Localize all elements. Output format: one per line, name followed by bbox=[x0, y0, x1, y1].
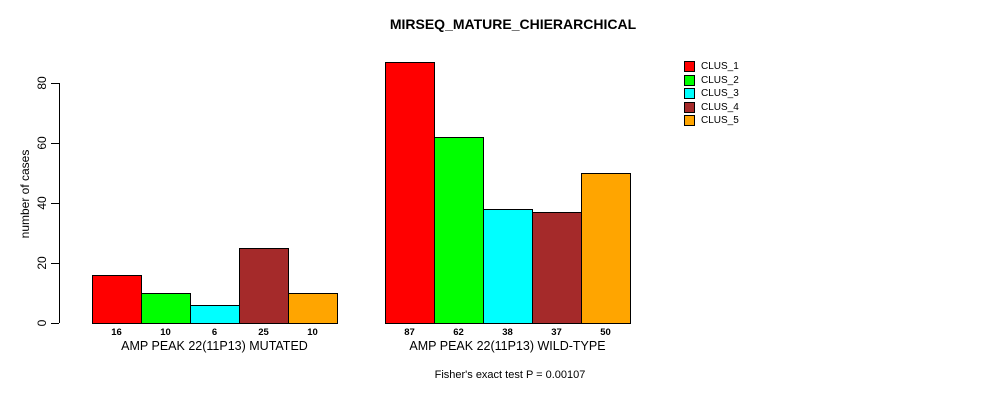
y-axis-tick-label: 60 bbox=[35, 136, 49, 150]
legend-item: CLUS_1 bbox=[684, 61, 739, 72]
y-axis-tick bbox=[51, 323, 59, 324]
y-axis-tick-label: 0 bbox=[35, 319, 49, 327]
legend-swatch-clus_5 bbox=[684, 115, 695, 126]
legend-swatch-clus_2 bbox=[684, 74, 695, 86]
group-label: AMP PEAK 22(11P13) WILD-TYPE bbox=[409, 339, 606, 353]
bar-clus_5-group2 bbox=[581, 173, 631, 324]
bar-value-label: 25 bbox=[258, 327, 269, 338]
bar-clus_3-group1 bbox=[190, 305, 240, 324]
bar-clus_1-group2 bbox=[385, 62, 435, 324]
y-axis-tick-label: 40 bbox=[35, 196, 49, 210]
bar-value-label: 10 bbox=[307, 327, 318, 338]
legend-label: CLUS_5 bbox=[701, 115, 739, 126]
bar-value-label: 10 bbox=[160, 327, 171, 338]
legend-label: CLUS_4 bbox=[701, 101, 739, 113]
y-axis-tick bbox=[51, 203, 59, 204]
bar-clus_2-group1 bbox=[141, 293, 191, 324]
legend-swatch-clus_1 bbox=[684, 61, 695, 72]
legend-item: CLUS_2 bbox=[684, 74, 739, 86]
bar-clus_3-group2 bbox=[483, 209, 533, 324]
y-axis-tick bbox=[51, 83, 59, 84]
legend-label: CLUS_1 bbox=[701, 61, 739, 72]
group-label: AMP PEAK 22(11P13) MUTATED bbox=[121, 339, 308, 353]
bar-value-label: 50 bbox=[600, 327, 611, 338]
y-axis-tick-label: 20 bbox=[35, 256, 49, 270]
y-axis-tick bbox=[51, 143, 59, 144]
y-axis-tick-label: 80 bbox=[35, 76, 49, 90]
legend-swatch-clus_4 bbox=[684, 101, 695, 113]
bar-value-label: 87 bbox=[404, 327, 415, 338]
bar-clus_5-group1 bbox=[288, 293, 338, 324]
bar-clus_1-group1 bbox=[92, 275, 142, 324]
bar-value-label: 6 bbox=[211, 327, 218, 338]
chart-title: MIRSEQ_MATURE_CHIERARCHICAL bbox=[389, 16, 637, 32]
y-axis-line bbox=[59, 83, 60, 323]
y-axis-label: number of cases bbox=[18, 149, 32, 239]
legend-label: CLUS_2 bbox=[701, 74, 739, 86]
bar-clus_4-group1 bbox=[239, 248, 289, 324]
legend-item: CLUS_5 bbox=[684, 115, 739, 126]
legend-item: CLUS_4 bbox=[684, 101, 739, 113]
legend: CLUS_1 CLUS_2 CLUS_3 CLUS_4 CLUS_5 bbox=[684, 61, 739, 129]
bar-clus_4-group2 bbox=[532, 212, 582, 324]
bar-value-label: 16 bbox=[111, 327, 122, 338]
legend-swatch-clus_3 bbox=[684, 88, 695, 99]
bar-clus_2-group2 bbox=[434, 137, 484, 324]
y-axis-tick bbox=[51, 263, 59, 264]
bar-value-label: 62 bbox=[453, 327, 464, 338]
legend-item: CLUS_3 bbox=[684, 88, 739, 99]
legend-label: CLUS_3 bbox=[701, 88, 739, 99]
footnote: Fisher's exact test P = 0.00107 bbox=[434, 369, 586, 381]
bar-value-label: 37 bbox=[551, 327, 562, 338]
bar-value-label: 38 bbox=[502, 327, 513, 338]
